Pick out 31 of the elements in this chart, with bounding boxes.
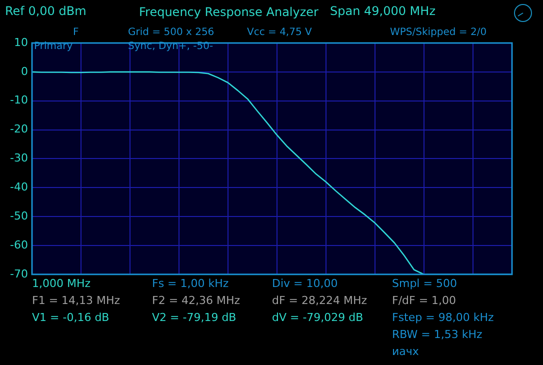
text: Div = 10,00 [272, 277, 338, 290]
y-tick-label: 10 [14, 36, 28, 49]
y-tick-label: -20 [10, 122, 28, 136]
text: F/dF = 1,00 [392, 294, 456, 307]
y-tick-label: -70 [10, 267, 28, 280]
text: WPS/Skipped = 2/0 [390, 26, 487, 39]
text: Smpl = 500 [392, 277, 457, 290]
y-tick-label: -50 [10, 209, 28, 222]
y-tick-label: -40 [10, 180, 28, 194]
text: Span 49,000 MHz [330, 4, 436, 18]
text: Grid = 500 x 256 [128, 26, 214, 39]
text: иачх [392, 345, 419, 358]
text: dV = -79,029 dB [272, 311, 364, 324]
text: 1,000 MHz [32, 277, 91, 290]
y-tick-label: -60 [10, 238, 28, 252]
y-tick-label: -30 [10, 152, 28, 165]
text: Ref 0,00 dBm [5, 4, 86, 18]
text: Vcc = 4,75 V [247, 26, 312, 39]
text: V1 = -0,16 dB [32, 311, 110, 324]
text: V2 = -79,19 dB [152, 311, 236, 324]
text: F [73, 26, 79, 39]
text: F2 = 42,36 MHz [152, 294, 240, 307]
y-tick-label: 0 [21, 64, 28, 78]
text: Fstep = 98,00 kHz [392, 311, 494, 324]
text: RBW = 1,53 kHz [392, 328, 482, 341]
text: Fs = 1,00 kHz [152, 277, 229, 290]
y-tick-label: -10 [10, 94, 28, 107]
text: F1 = 14,13 MHz [32, 294, 120, 307]
chart-title: Frequency Response Analyzer [139, 5, 318, 19]
text: dF = 28,224 MHz [272, 294, 368, 307]
annotation: Primary [34, 40, 73, 53]
